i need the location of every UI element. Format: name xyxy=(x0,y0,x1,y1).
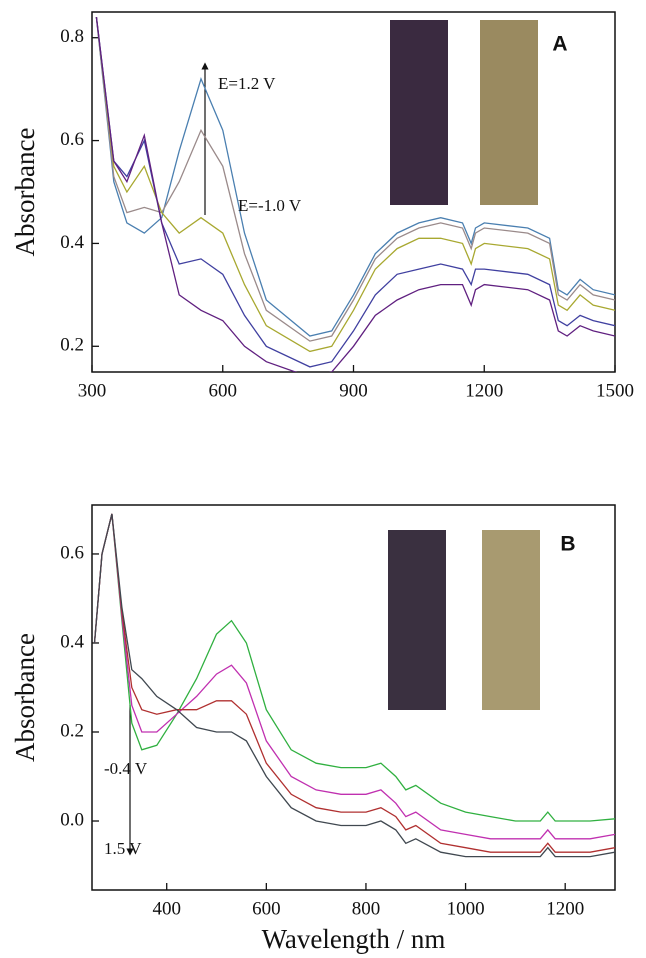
inset-photo xyxy=(480,20,538,205)
spectrum-line xyxy=(93,513,615,858)
y-tick-label: 0.2 xyxy=(60,720,84,741)
x-tick-label: 1000 xyxy=(447,898,485,919)
spectrum-line xyxy=(95,17,615,353)
y-tick-label: 0.6 xyxy=(60,542,84,563)
inset-photo xyxy=(390,20,448,205)
y-axis-label: Absorbance xyxy=(10,128,40,257)
spectrum-line xyxy=(93,513,615,840)
x-tick-label: 1500 xyxy=(596,380,634,401)
spectrum-line xyxy=(95,17,615,337)
spectrum-line xyxy=(93,513,615,822)
y-tick-label: 0.8 xyxy=(60,26,84,47)
x-tick-label: 600 xyxy=(209,380,238,401)
spectrum-line xyxy=(95,17,615,368)
annotation: E=-1.0 V xyxy=(238,196,302,215)
x-tick-label: 400 xyxy=(152,898,181,919)
x-tick-label: 600 xyxy=(252,898,281,919)
x-tick-label: 300 xyxy=(78,380,107,401)
y-tick-label: 0.6 xyxy=(60,129,84,150)
annotation: B xyxy=(560,533,575,556)
y-axis-label: Absorbance xyxy=(10,633,40,762)
x-tick-label: 800 xyxy=(352,898,381,919)
annotation: 1.5 V xyxy=(104,839,142,858)
inset-photo xyxy=(388,530,446,710)
y-tick-label: 0.2 xyxy=(60,335,84,356)
annotation: E=1.2 V xyxy=(218,74,276,93)
spectrum-line xyxy=(93,513,615,853)
annotation: -0.4 V xyxy=(104,759,148,778)
x-tick-label: 900 xyxy=(339,380,368,401)
y-tick-label: 0.4 xyxy=(60,631,84,652)
x-axis-label: Wavelength / nm xyxy=(262,924,446,954)
plot-frame xyxy=(91,504,616,891)
y-tick-label: 0.4 xyxy=(60,232,84,253)
spectrum-line xyxy=(95,17,615,342)
y-tick-label: 0.0 xyxy=(60,809,84,830)
x-tick-label: 1200 xyxy=(546,898,584,919)
spectrum-line xyxy=(95,17,615,372)
x-tick-label: 1200 xyxy=(465,380,503,401)
inset-photo xyxy=(482,530,540,710)
annotation: A xyxy=(552,33,567,56)
